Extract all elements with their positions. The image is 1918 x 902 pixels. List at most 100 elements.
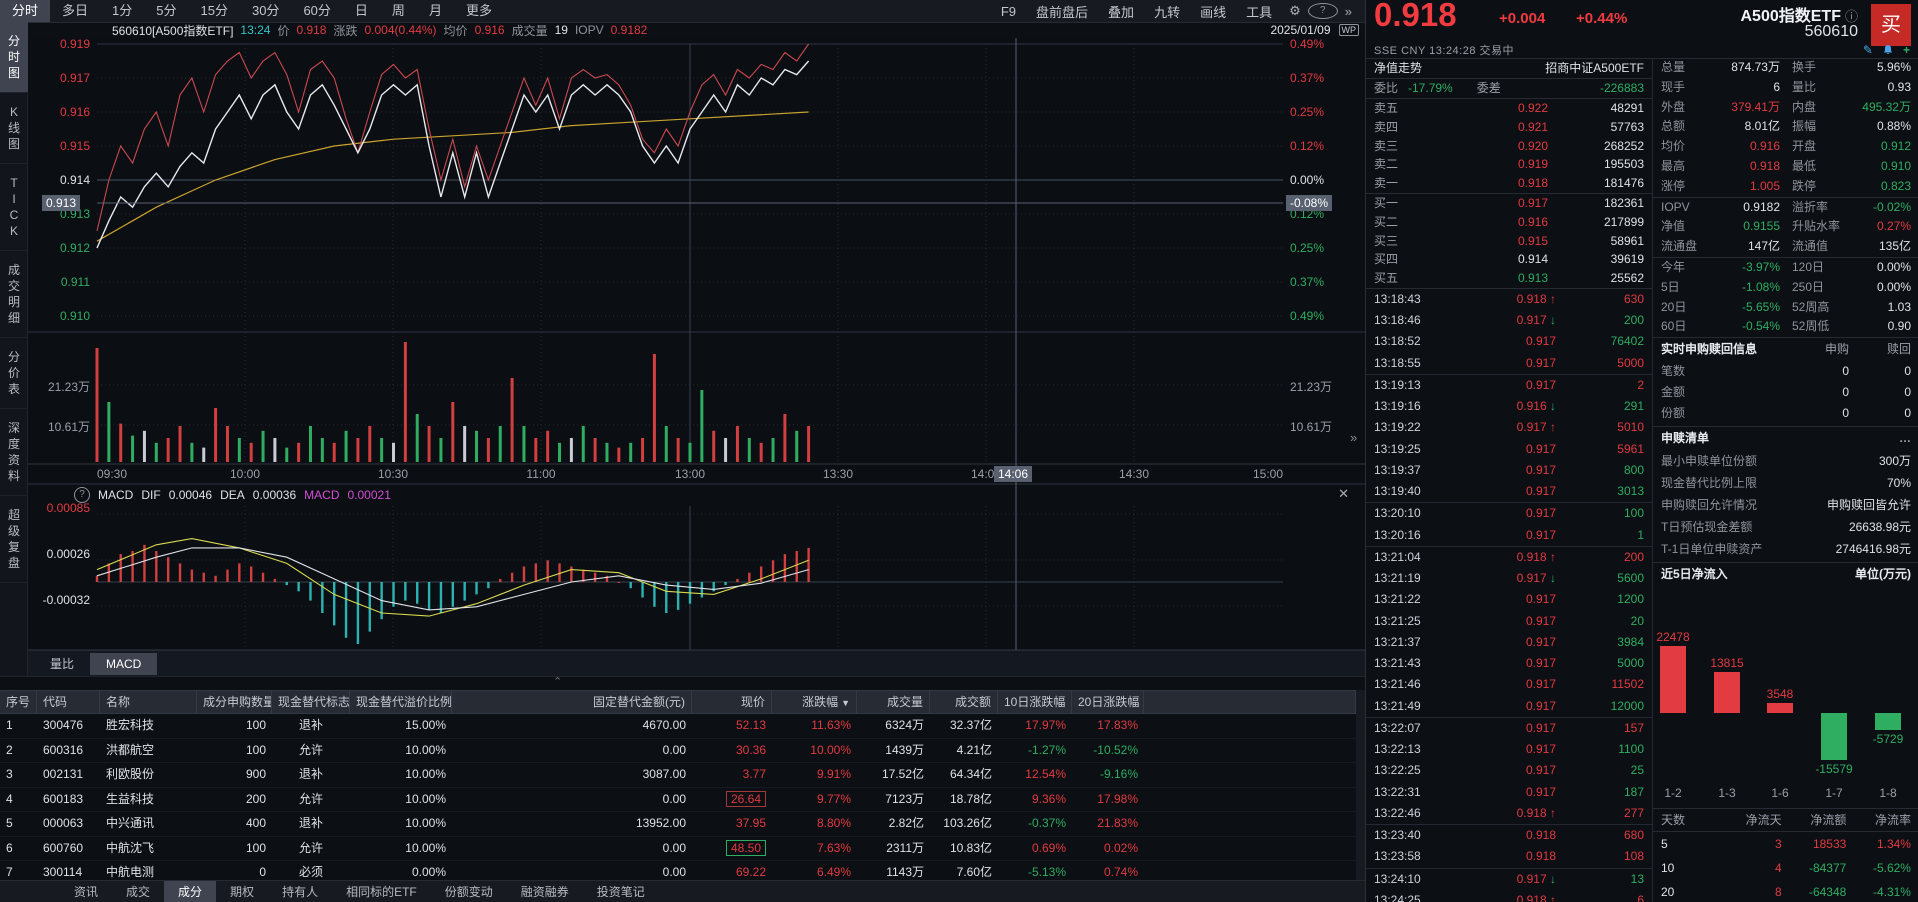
tool-盘前盘后[interactable]: 盘前盘后: [1036, 4, 1089, 20]
bottom-tab-资讯[interactable]: 资讯: [74, 884, 99, 899]
sidebar-item-超级复盘[interactable]: 超 级 复 盘: [0, 496, 28, 583]
buy-level-row[interactable]: 买三 0.915 58961: [1374, 233, 1644, 248]
table-row[interactable]: 2 600316 洪都航空 100 允许 10.00% 0.00 30.36 10.00% 143…: [0, 739, 1356, 763]
col-header-20日涨跌幅[interactable]: 20日涨跌幅: [1072, 691, 1144, 713]
col-header-序号[interactable]: 序号: [0, 691, 37, 713]
menu-tab-多日[interactable]: 多日: [62, 3, 89, 18]
info-icon[interactable]: ⓘ: [1844, 9, 1858, 24]
tick-row[interactable]: 13:22:25 0.917 25: [1374, 763, 1644, 778]
nav-trend-link[interactable]: 净值走势: [1374, 61, 1423, 75]
tick-row[interactable]: 13:22:13 0.917 1100: [1374, 742, 1644, 757]
bottom-tab-投资笔记[interactable]: 投资笔记: [596, 884, 645, 899]
tick-row[interactable]: 13:19:13 0.917 2: [1366, 373, 1652, 396]
menu-tab-更多[interactable]: 更多: [465, 3, 492, 18]
wp-icon[interactable]: WP: [1338, 24, 1359, 36]
buy-level-row[interactable]: 买一 0.917 182361: [1374, 195, 1644, 210]
buy-level-row[interactable]: 买五 0.913 25562: [1374, 271, 1644, 286]
question-icon[interactable]: ?: [74, 487, 90, 503]
menu-tab-15分[interactable]: 15分: [200, 3, 228, 18]
sell-level-row[interactable]: 卖五 0.922 48291: [1374, 101, 1644, 115]
tick-row[interactable]: 13:21:25 0.917 20: [1374, 613, 1644, 628]
tick-row[interactable]: 13:18:46 0.917 ↓ 200: [1374, 313, 1644, 328]
tick-row[interactable]: 13:21:19 0.917 ↓ 5600: [1374, 571, 1644, 586]
tick-list[interactable]: 13:18:43 0.918 ↑ 630 13:18:46 0.917 ↓ 200 13:1…: [1366, 289, 1652, 902]
menu-tab-日[interactable]: 日: [354, 3, 368, 18]
buy-button[interactable]: 买: [1871, 4, 1911, 46]
col-header-现金替代溢价比例[interactable]: 现金替代溢价比例: [350, 691, 452, 713]
sidebar-item-深度资料[interactable]: 深 度 资 料: [0, 409, 28, 496]
col-header-现金替代标志[interactable]: 现金替代标志: [272, 691, 350, 713]
gear-icon[interactable]: ⚙: [1289, 3, 1301, 18]
bottom-tab-持有人[interactable]: 持有人: [282, 884, 319, 899]
tick-row[interactable]: 13:19:16 0.916 ↓ 291: [1374, 399, 1644, 414]
tick-row[interactable]: 13:19:37 0.917 800: [1374, 462, 1644, 477]
buy-level-row[interactable]: 买二 0.916 217899: [1374, 214, 1644, 229]
chart-area[interactable]: 0.919 0.917 0.916 0.915 0.914 0.913 0.912 0.911…: [28, 37, 1365, 676]
tick-row[interactable]: 13:21:49 0.917 12000: [1374, 698, 1644, 713]
col-header-成分申购数量[interactable]: 成分申购数量: [197, 691, 272, 713]
tool-九转[interactable]: 九转: [1154, 4, 1181, 20]
tick-row[interactable]: 13:24:10 0.917 ↓ 13: [1366, 867, 1652, 890]
tick-row[interactable]: 13:23:58 0.918 108: [1374, 849, 1644, 864]
col-header-名称[interactable]: 名称: [100, 691, 197, 713]
tick-row[interactable]: 13:22:07 0.917 157: [1366, 716, 1652, 739]
table-row[interactable]: 1 300476 胜宏科技 100 退补 15.00% 4670.00 52.13 11.63%…: [0, 714, 1356, 739]
plus-icon[interactable]: +: [1902, 43, 1910, 57]
tool-工具[interactable]: 工具: [1246, 4, 1273, 20]
tool-F9[interactable]: F9: [1000, 3, 1017, 19]
tick-row[interactable]: 13:20:10 0.917 100: [1366, 502, 1652, 524]
menu-tab-5分[interactable]: 5分: [156, 3, 177, 18]
col-header-代码[interactable]: 代码: [37, 691, 100, 713]
col-header-涨跌幅[interactable]: 涨跌幅 ▼: [772, 691, 857, 713]
col-header-现价[interactable]: 现价: [692, 691, 772, 713]
table-row[interactable]: 5 000063 中兴通讯 400 退补 10.00% 13952.00 37.95 8.80%…: [0, 812, 1356, 837]
tick-row[interactable]: 13:20:16 0.917 1: [1374, 527, 1644, 542]
table-scrollbar[interactable]: [1356, 690, 1365, 880]
tool-画线[interactable]: 画线: [1200, 4, 1227, 20]
bottom-tab-融资融券[interactable]: 融资融券: [520, 884, 569, 899]
sell-level-row[interactable]: 卖一 0.918 181476: [1374, 176, 1644, 191]
tick-row[interactable]: 13:19:22 0.917 ↑ 5010: [1374, 420, 1644, 435]
more-icon[interactable]: …: [1899, 431, 1911, 446]
tick-row[interactable]: 13:18:55 0.917 5000: [1374, 355, 1644, 370]
bottom-tab-成分[interactable]: 成分: [164, 880, 217, 902]
sell-level-row[interactable]: 卖二 0.919 195503: [1374, 157, 1644, 172]
collapse-panel-icon[interactable]: »: [1350, 430, 1358, 445]
tick-row[interactable]: 13:19:40 0.917 3013: [1374, 484, 1644, 499]
tick-row[interactable]: 13:21:37 0.917 3984: [1374, 634, 1644, 649]
bottom-tab-相同标的ETF[interactable]: 相同标的ETF: [346, 884, 417, 899]
tick-row[interactable]: 13:21:43 0.917 5000: [1374, 656, 1644, 671]
sidebar-item-K线图[interactable]: K 线 图: [0, 93, 28, 164]
menu-tab-分时[interactable]: 分时: [0, 0, 51, 22]
col-header-成交额[interactable]: 成交额: [930, 691, 998, 713]
bottom-tab-期权[interactable]: 期权: [230, 884, 255, 899]
tick-row[interactable]: 13:24:25 0.918 ↑ 6: [1366, 890, 1652, 902]
menu-tab-周[interactable]: 周: [391, 3, 405, 18]
sell-level-row[interactable]: 卖三 0.920 268252: [1374, 138, 1644, 153]
tool-叠加[interactable]: 叠加: [1108, 4, 1135, 20]
tick-row[interactable]: 13:21:04 0.918 ↑ 200: [1366, 545, 1652, 568]
tick-row[interactable]: 13:22:31 0.917 187: [1374, 784, 1644, 799]
col-header-固定替代金额(元)[interactable]: 固定替代金额(元): [452, 691, 692, 713]
menu-tab-60分[interactable]: 60分: [303, 3, 331, 18]
table-row[interactable]: 6 600760 中航沈飞 100 允许 10.00% 0.00 48.50 7.63% 2311…: [0, 837, 1356, 861]
sidebar-item-TICK[interactable]: T I C K: [0, 164, 28, 251]
col-header-10日涨跌幅[interactable]: 10日涨跌幅: [998, 691, 1072, 713]
sell-level-row[interactable]: 卖四 0.921 57763: [1374, 119, 1644, 134]
bottom-tab-份额变动[interactable]: 份额变动: [444, 884, 493, 899]
bell-icon[interactable]: [1882, 44, 1894, 56]
col-header-成交量[interactable]: 成交量: [857, 691, 930, 713]
bottom-tab-成交[interactable]: 成交: [126, 884, 151, 899]
collapse-handle-icon[interactable]: ⌃: [553, 676, 563, 688]
menu-tab-1分[interactable]: 1分: [112, 3, 133, 18]
tick-row[interactable]: 13:22:46 0.918 ↑ 277: [1374, 805, 1644, 820]
help-icon[interactable]: ?: [1307, 3, 1338, 19]
subtab-MACD[interactable]: MACD: [90, 652, 158, 675]
tick-row[interactable]: 13:21:22 0.917 1200: [1374, 592, 1644, 607]
pencil-icon[interactable]: ✎: [1862, 43, 1873, 57]
table-row[interactable]: 4 600183 生益科技 200 允许 10.00% 0.00 26.64 9.77% 7123…: [0, 788, 1356, 812]
tick-row[interactable]: 13:18:52 0.917 76402: [1374, 334, 1644, 349]
menu-tab-月[interactable]: 月: [428, 3, 442, 18]
close-icon[interactable]: ✕: [1338, 486, 1349, 501]
chevron-double-right-icon[interactable]: »: [1344, 3, 1352, 19]
